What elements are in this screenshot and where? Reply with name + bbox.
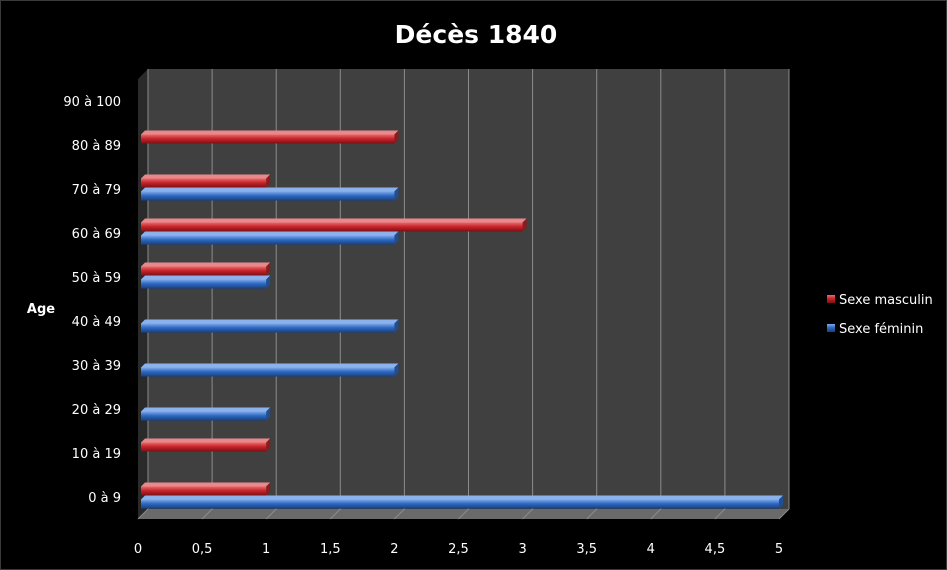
legend-swatch — [827, 295, 835, 303]
bar — [141, 218, 527, 232]
x-gridline-floor — [650, 508, 662, 520]
x-tick-label: 0 — [134, 542, 142, 557]
bar — [141, 187, 399, 201]
x-gridline-floor — [778, 508, 790, 520]
x-tick-label: 3,5 — [576, 542, 597, 557]
legend: Sexe masculin Sexe féminin — [827, 293, 933, 337]
x-tick-label: 3 — [518, 542, 526, 557]
y-tick-label: 70 à 79 — [72, 183, 121, 198]
y-tick-label: 80 à 89 — [72, 139, 121, 154]
plot-area: 0 0,5 1 1,5 2 2,5 3 3,5 4 4,5 5 0 à 9 10 à 19 20 à 29… — [63, 69, 790, 557]
y-tick-label: 10 à 19 — [72, 447, 121, 462]
bar — [141, 262, 271, 276]
chart-title: Décès 1840 — [395, 20, 558, 49]
x-gridline-floor — [329, 508, 341, 520]
x-tick-label: 1,5 — [320, 542, 341, 557]
x-gridline-floor — [714, 508, 726, 520]
bar — [141, 438, 271, 452]
x-tick-label: 2 — [390, 542, 398, 557]
bar — [141, 231, 399, 245]
bar — [141, 363, 399, 377]
legend-swatch — [827, 324, 835, 332]
y-axis-label: Age — [27, 302, 55, 317]
y-tick-label: 40 à 49 — [72, 315, 121, 330]
bar — [141, 407, 271, 421]
legend-label: Sexe féminin — [839, 322, 923, 337]
x-gridline-floor — [137, 508, 149, 520]
x-gridline-floor — [458, 508, 469, 520]
bar — [141, 482, 271, 496]
y-tick-label: 90 à 100 — [63, 95, 121, 110]
bar — [141, 495, 783, 509]
bar — [141, 275, 271, 289]
bar — [141, 130, 399, 144]
bar — [141, 174, 271, 188]
x-tick-label: 4 — [647, 542, 655, 557]
y-tick-label: 0 à 9 — [88, 491, 121, 506]
legend-label: Sexe masculin — [839, 293, 933, 308]
y-tick-label: 30 à 39 — [72, 359, 121, 374]
x-gridline-floor — [201, 508, 213, 520]
x-gridline-floor — [394, 508, 405, 520]
x-tick-label: 5 — [775, 542, 783, 557]
legend-item: Sexe masculin — [827, 293, 933, 308]
y-tick-label: 60 à 69 — [72, 227, 121, 242]
x-tick-label: 0,5 — [192, 542, 213, 557]
y-tick-label: 20 à 29 — [72, 403, 121, 418]
x-gridline-floor — [522, 508, 533, 520]
x-gridline-floor — [265, 508, 277, 520]
x-tick-label: 2,5 — [448, 542, 469, 557]
x-tick-label: 4,5 — [705, 542, 726, 557]
legend-item: Sexe féminin — [827, 322, 923, 337]
x-tick-label: 1 — [262, 542, 270, 557]
x-gridline-floor — [586, 508, 598, 520]
bar — [141, 319, 399, 333]
y-tick-label: 50 à 59 — [72, 271, 121, 286]
